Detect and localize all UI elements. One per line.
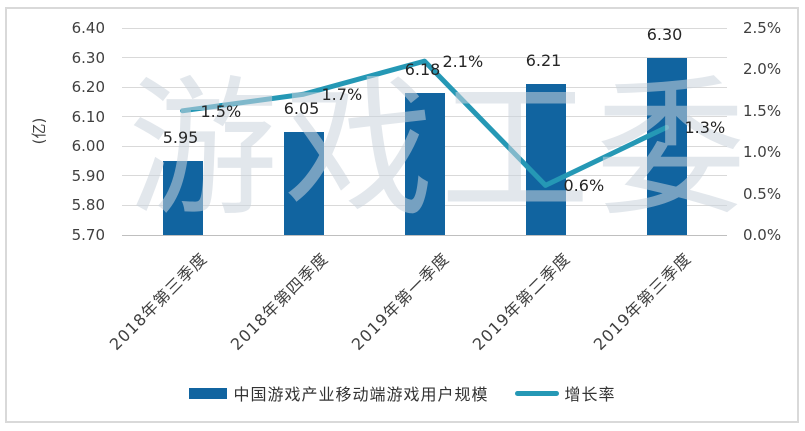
bar-value-label: 6.30 xyxy=(646,24,683,44)
bar-value-label: 5.95 xyxy=(162,128,199,148)
left-axis-tick: 6.20 xyxy=(71,78,105,97)
line-value-label: 2.1% xyxy=(442,52,484,72)
bar-value-label: 6.18 xyxy=(404,60,441,80)
line-series-swatch xyxy=(514,390,559,396)
left-axis-tick: 5.80 xyxy=(71,196,105,215)
bar-2018年第四季度 xyxy=(283,131,324,235)
line-value-label: 1.3% xyxy=(684,118,726,138)
plot-area xyxy=(122,27,727,236)
bar-2019年第三季度 xyxy=(646,57,687,235)
left-axis-tick: 6.40 xyxy=(71,19,105,37)
legend-item-bar-series: 中国游戏产业移动端游戏用户规模 xyxy=(189,381,488,405)
line-value-label: 1.7% xyxy=(321,85,363,105)
bar-2019年第二季度 xyxy=(525,84,566,235)
left-axis-tick: 6.00 xyxy=(71,137,105,156)
legend-item-line-series: 增长率 xyxy=(514,381,616,405)
legend: 中国游戏产业移动端游戏用户规模 增长率 xyxy=(0,381,805,405)
left-axis-tick: 5.90 xyxy=(71,166,105,185)
right-axis-tick: 1.0% xyxy=(743,143,782,162)
right-axis-tick: 0.5% xyxy=(743,184,782,203)
line-series xyxy=(180,58,669,188)
right-axis-tick: 2.5% xyxy=(743,19,782,37)
bar-value-label: 6.05 xyxy=(283,98,320,118)
right-axis-tick: 2.0% xyxy=(743,60,782,79)
right-axis-tick: 1.5% xyxy=(743,101,782,120)
right-axis-tick: 0.0% xyxy=(743,226,782,244)
x-axis-line xyxy=(122,234,727,236)
bar-2018年第三季度 xyxy=(162,161,203,235)
gridline xyxy=(122,57,727,59)
growth-rate-line xyxy=(180,58,669,188)
line-value-label: 1.5% xyxy=(200,101,242,121)
line-series-legend-label: 增长率 xyxy=(564,385,616,404)
bar-value-label: 6.21 xyxy=(525,51,562,71)
left-axis-tick: 6.30 xyxy=(71,48,105,67)
line-value-label: 0.6% xyxy=(563,176,605,196)
bar-series-swatch xyxy=(189,387,228,399)
left-axis-tick: 5.70 xyxy=(71,226,105,244)
gridline xyxy=(122,86,727,88)
gridline xyxy=(122,27,727,29)
left-axis-tick: 6.10 xyxy=(71,107,105,126)
chart-frame-border xyxy=(5,7,799,423)
bar-2019年第一季度 xyxy=(404,93,445,235)
bar-series-legend-label: 中国游戏产业移动端游戏用户规模 xyxy=(233,385,489,404)
